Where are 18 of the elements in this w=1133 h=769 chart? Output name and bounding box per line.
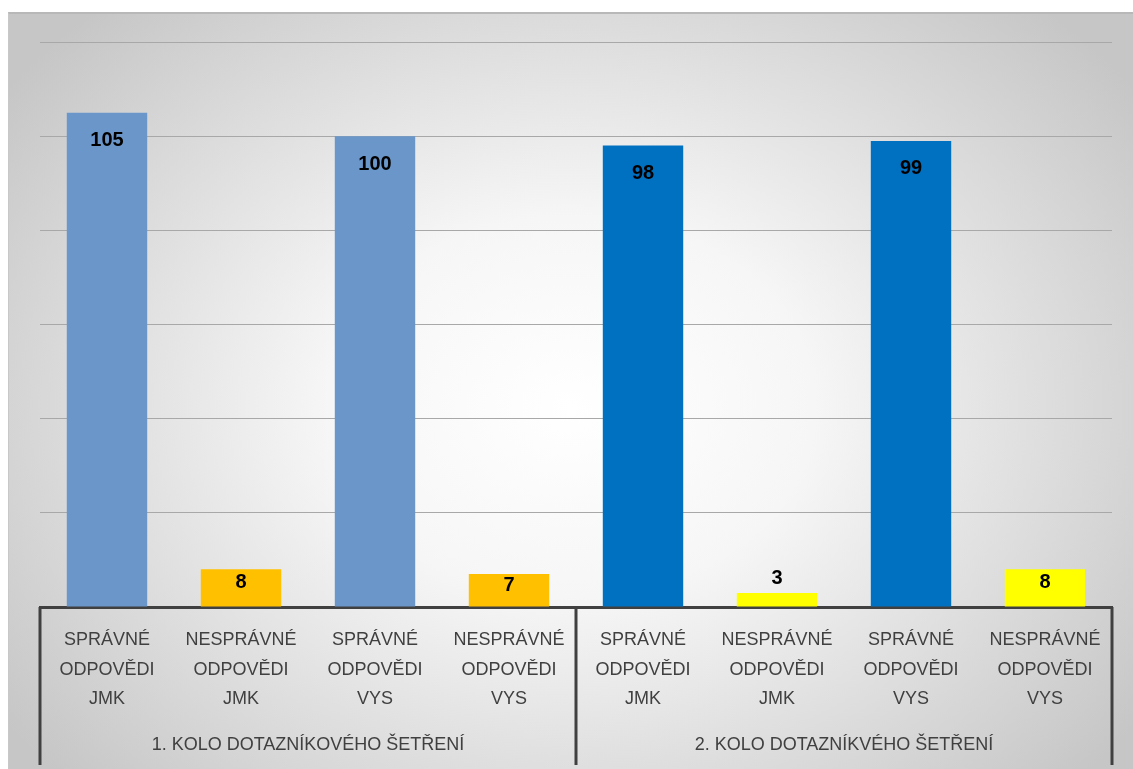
- data-label: 8: [235, 570, 247, 593]
- data-label: 105: [90, 128, 124, 151]
- data-label: 98: [631, 161, 655, 184]
- x-tick-label: SPRÁVNÉ ODPOVĚDI JMK: [59, 628, 155, 709]
- x-tick-label: NESPRÁVNÉ ODPOVĚDI VYS: [989, 628, 1101, 709]
- x-tick-label: NESPRÁVNÉ ODPOVĚDI JMK: [721, 628, 833, 709]
- data-label: 99: [899, 156, 923, 179]
- data-label: 100: [358, 151, 392, 174]
- text: 1. KOLO DOTAZNÍKOVÉHO ŠETŘENÍ: [151, 732, 465, 754]
- data-label: 8: [1039, 570, 1051, 593]
- data-label: 7: [503, 572, 515, 595]
- x-tick-label: SPRÁVNÉ ODPOVĚDI VYS: [327, 628, 423, 709]
- x-tick-label: NESPRÁVNÉ ODPOVĚDI JMK: [185, 628, 297, 709]
- x-tick-label: SPRÁVNÉ ODPOVĚDI VYS: [863, 628, 959, 709]
- text: 2. KOLO DOTAZNÍKVÉHO ŠETŘENÍ: [694, 732, 994, 754]
- x-tick-label: SPRÁVNÉ ODPOVĚDI JMK: [595, 628, 691, 709]
- x-tick-label: NESPRÁVNÉ ODPOVĚDI VYS: [453, 628, 565, 709]
- data-label: 3: [771, 566, 783, 589]
